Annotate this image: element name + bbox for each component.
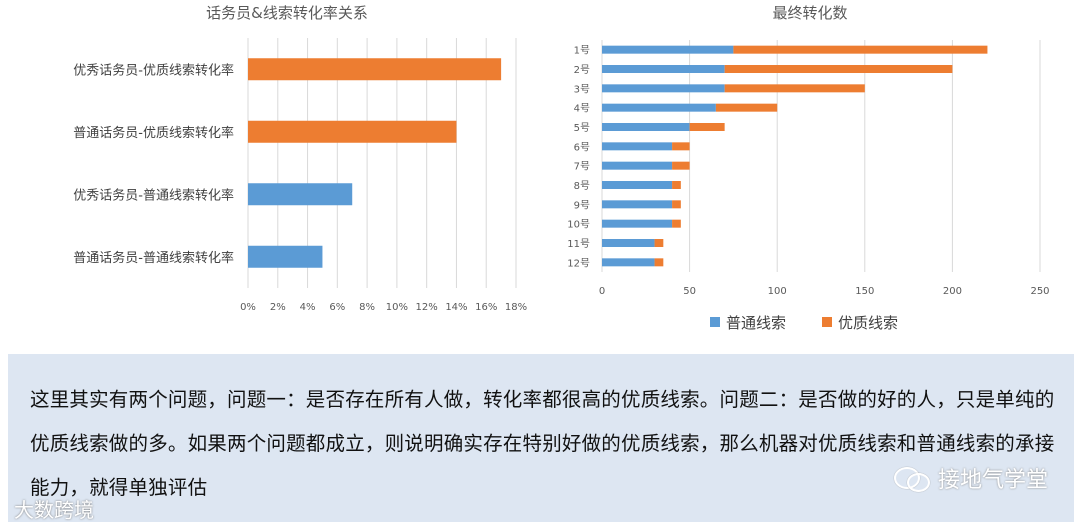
bar-segment — [654, 239, 664, 247]
bar-segment — [602, 103, 716, 112]
category-label: 3号 — [574, 83, 590, 95]
x-tick-label: 0% — [240, 302, 256, 313]
legend-swatch — [822, 317, 832, 327]
x-tick-label: 0 — [599, 286, 605, 297]
x-tick-label: 14% — [445, 302, 467, 313]
bar-segment — [602, 181, 673, 189]
legend-label: 优质线索 — [838, 314, 898, 332]
bar-segment — [689, 123, 725, 131]
category-label: 7号 — [574, 161, 590, 173]
x-tick-label: 12% — [416, 302, 438, 313]
bar — [248, 120, 457, 143]
bar-segment — [672, 181, 681, 189]
watermark-right: 接地气学堂 — [893, 462, 1048, 494]
x-tick-label: 18% — [505, 302, 527, 313]
x-tick-label: 100 — [768, 286, 787, 297]
bar-segment — [733, 45, 988, 54]
x-tick-label: 2% — [270, 302, 286, 313]
note-text: 这里其实有两个问题，问题一：是否存在所有人做，转化率都很高的优质线索。问题二：是… — [30, 388, 1055, 499]
final-conversion-chart: 最终转化数 0 50 100 150 200 250 1号 2号 3号 4号 5号 6号 7号 8号 9号 10… — [540, 0, 1080, 345]
bar-segment — [672, 142, 690, 151]
bar-segment — [602, 258, 655, 267]
legend-swatch — [710, 317, 720, 327]
bar-segment — [602, 200, 673, 209]
x-tick-label: 6% — [329, 302, 345, 313]
category-label: 4号 — [574, 103, 590, 115]
bar-segment — [602, 84, 725, 93]
x-tick-label: 4% — [300, 302, 316, 313]
bar-segment — [672, 219, 681, 228]
conversion-rate-chart-svg: 话务员&线索转化率关系 0% 2% 4% 6% 8% 10% 12% 14% 16% 18% 优秀话务… — [73, 4, 527, 313]
wechat-icon — [893, 465, 930, 492]
bar-segment — [724, 65, 953, 73]
x-tick-label: 50 — [683, 286, 696, 297]
x-tick-label: 200 — [943, 286, 962, 297]
category-label: 6号 — [574, 141, 590, 153]
category-label: 5号 — [574, 122, 590, 134]
category-label: 普通话务员-普通线索转化率 — [73, 250, 234, 266]
watermark-left: 大数跨境 — [14, 494, 94, 523]
x-tick-label: 250 — [1030, 286, 1049, 297]
category-label: 普通话务员-优质线索转化率 — [73, 125, 234, 141]
category-label: 优秀话务员-优质线索转化率 — [73, 62, 234, 78]
category-label: 8号 — [574, 180, 590, 192]
bar — [248, 58, 502, 81]
category-label: 11号 — [567, 238, 590, 250]
watermark-right-text: 接地气学堂 — [937, 468, 1048, 493]
category-label: 1号 — [574, 45, 590, 57]
legend-label: 普通线索 — [726, 314, 786, 332]
bar — [248, 245, 323, 268]
bar-segment — [602, 65, 725, 73]
chart-title: 话务员&线索转化率关系 — [206, 4, 368, 22]
category-label: 2号 — [574, 64, 590, 76]
x-tick-label: 150 — [855, 286, 874, 297]
watermark-left-text: 大数跨境 — [14, 498, 94, 522]
bar-segment — [672, 200, 681, 209]
category-label: 10号 — [567, 219, 590, 231]
conversion-rate-chart: 话务员&线索转化率关系 0% 2% 4% 6% 8% 10% 12% 14% 16% 18% 优秀话务… — [0, 0, 540, 345]
bar — [248, 183, 353, 206]
bar-segment — [715, 103, 778, 112]
bar-segment — [654, 258, 664, 267]
bar-segment — [602, 161, 673, 170]
bar-segment — [602, 219, 673, 228]
x-tick-label: 10% — [386, 302, 408, 313]
note-box: 这里其实有两个问题，问题一：是否存在所有人做，转化率都很高的优质线索。问题二：是… — [8, 354, 1074, 522]
x-tick-label: 8% — [359, 302, 375, 313]
chart-title: 最终转化数 — [772, 4, 847, 22]
category-label: 优秀话务员-普通线索转化率 — [73, 187, 234, 203]
bar-segment — [724, 84, 865, 93]
bar-segment — [602, 239, 655, 247]
bar-segment — [672, 161, 690, 170]
final-conversion-chart-svg: 最终转化数 0 50 100 150 200 250 1号 2号 3号 4号 5号 6号 7号 8号 9号 10… — [567, 4, 1049, 332]
category-label: 12号 — [567, 257, 590, 269]
category-label: 9号 — [574, 199, 590, 211]
bar-segment — [602, 45, 734, 54]
bar-segment — [602, 142, 673, 151]
bar-segment — [602, 123, 690, 131]
x-tick-label: 16% — [475, 302, 497, 313]
